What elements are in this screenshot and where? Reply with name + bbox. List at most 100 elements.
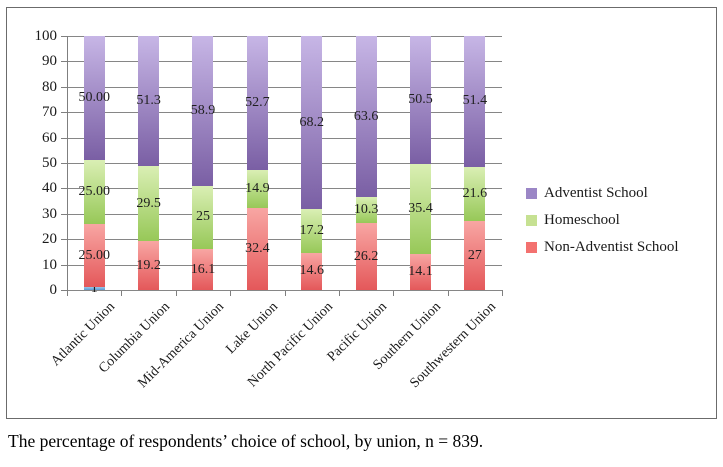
bar-segment-non-adventist-school <box>301 252 323 290</box>
gridline <box>67 61 502 63</box>
data-label: 32.4 <box>245 240 270 256</box>
data-label: 10.3 <box>353 202 379 218</box>
data-label: 14.6 <box>299 263 324 279</box>
gridline <box>67 239 502 241</box>
gridline <box>67 290 502 291</box>
data-label: 52.7 <box>245 94 270 110</box>
bar-segment-homeschool <box>355 197 377 224</box>
data-label: 27 <box>467 247 482 263</box>
gridline <box>67 264 502 266</box>
bar-segment-adventist-school <box>409 36 431 165</box>
data-label: 51.4 <box>462 93 488 109</box>
figure-caption: The percentage of respondents’ choice of… <box>8 431 484 451</box>
bar-segment-non-adventist-school <box>464 221 486 290</box>
bar-segment-adventist-school <box>192 36 214 186</box>
data-label: 16.1 <box>190 261 216 277</box>
data-label: 25 <box>195 209 210 225</box>
y-axis-tick <box>61 163 67 164</box>
legend-swatch <box>526 215 537 226</box>
data-label: 68.2 <box>299 114 324 130</box>
data-label: 51.3 <box>136 93 161 109</box>
y-axis-tick <box>61 112 67 114</box>
data-label: 29.5 <box>136 195 161 211</box>
y-axis-tick <box>61 137 67 139</box>
x-axis-tick <box>175 290 177 296</box>
bar-segment-homeschool <box>409 164 431 255</box>
data-label: 50.5 <box>408 92 433 108</box>
y-axis-label: 50 <box>42 155 57 171</box>
bar-segment-adventist-school <box>301 36 323 210</box>
bar-segment-adventist-school <box>355 36 377 198</box>
x-axis-tick <box>284 290 286 296</box>
gridline <box>67 86 502 88</box>
plot-area: 1 25.00 25.00 50.00 19.2 29.5 51.3 16.1 25 58.9 32… <box>67 36 502 296</box>
bar-segment-other-blue <box>83 287 105 290</box>
y-axis-label: 40 <box>42 180 57 197</box>
bar-segment-non-adventist-school <box>355 223 377 290</box>
bar-segment-non-adventist-school <box>138 241 160 290</box>
y-axis-tick <box>61 61 67 63</box>
bar-segment-non-adventist-school <box>409 254 431 290</box>
gridline <box>67 213 502 215</box>
data-label: 19.2 <box>136 257 161 273</box>
legend-item: Non-Adventist School <box>526 234 679 261</box>
bar-segment-homeschool <box>138 166 160 242</box>
x-axis-tick <box>338 290 340 296</box>
bar-segment-non-adventist-school <box>246 207 268 290</box>
y-axis-label: 30 <box>42 205 57 222</box>
y-axis-label: 60 <box>42 129 57 146</box>
bar-segment-homeschool <box>246 169 268 208</box>
gridline <box>67 112 502 114</box>
y-axis-label: 20 <box>42 231 57 248</box>
legend-item: Homeschool <box>526 207 679 234</box>
x-axis-tick <box>230 290 232 296</box>
y-axis-label: 70 <box>42 104 57 121</box>
data-label: 1 <box>90 280 98 296</box>
legend-label: Homeschool <box>544 212 620 228</box>
gridline <box>67 163 502 164</box>
y-axis-tick <box>61 213 67 215</box>
y-axis-tick <box>61 188 67 190</box>
y-axis-tick <box>61 86 67 88</box>
bar-segment-adventist-school <box>464 36 486 167</box>
y-axis-label: 100 <box>34 28 58 44</box>
gridline <box>67 36 502 37</box>
bar-segment-homeschool <box>83 160 105 224</box>
y-axis-tick <box>61 290 67 291</box>
bar-segment-homeschool <box>192 185 214 250</box>
y-axis-label: 10 <box>42 256 57 273</box>
data-label: 25.00 <box>78 247 110 263</box>
bar-segment-adventist-school <box>138 36 160 167</box>
y-axis-label: 0 <box>49 282 58 298</box>
data-label: 58.9 <box>190 102 216 118</box>
bar-segment-non-adventist-school <box>83 223 105 288</box>
data-label: 50.00 <box>78 90 110 106</box>
x-axis-tick <box>121 290 123 296</box>
legend-swatch <box>526 242 537 253</box>
data-label: 14.9 <box>245 180 270 196</box>
y-axis-tick <box>61 239 67 241</box>
y-axis-tick <box>61 264 67 266</box>
gridline <box>67 188 502 190</box>
legend-swatch <box>526 188 537 199</box>
bar-segment-homeschool <box>464 166 486 222</box>
bar-segment-adventist-school <box>246 36 268 170</box>
data-label: 17.2 <box>299 223 324 239</box>
legend-label: Non-Adventist School <box>544 239 679 255</box>
data-label: 35.4 <box>408 201 433 217</box>
gridline <box>67 137 502 139</box>
legend-item: Adventist School <box>526 180 679 207</box>
y-axis-label: 90 <box>42 53 57 70</box>
x-axis-tick <box>502 290 503 296</box>
data-label: 26.2 <box>353 248 379 264</box>
chart-frame: 0 10 20 30 40 50 60 70 80 90 100 1 25.00 25.00 50.00 1… <box>6 7 717 419</box>
bar-segment-non-adventist-school <box>192 249 214 290</box>
data-label: 21.6 <box>462 185 488 201</box>
legend-label: Adventist School <box>544 185 648 201</box>
data-label: 14.1 <box>408 264 433 280</box>
bar-segment-homeschool <box>301 209 323 253</box>
data-label: 25.00 <box>78 184 110 200</box>
x-axis-tick <box>393 290 395 296</box>
y-axis-tick <box>61 36 67 37</box>
chart-legend: Adventist School Homeschool Non-Adventist … <box>526 180 679 261</box>
